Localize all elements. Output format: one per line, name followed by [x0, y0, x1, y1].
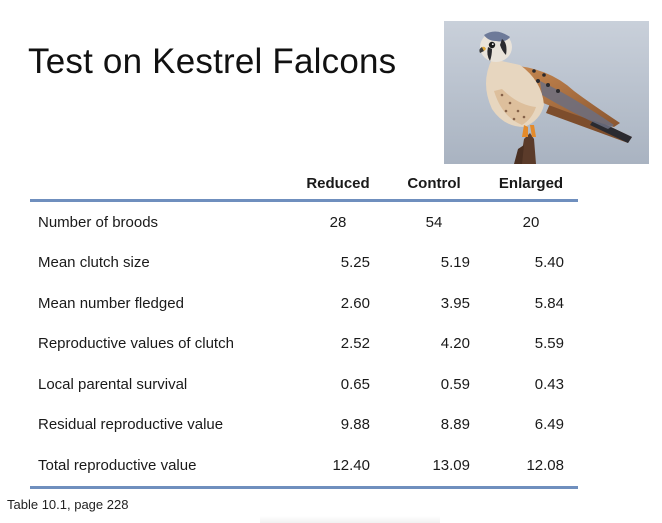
table-row: Reproductive values of clutch 2.52 4.20 … — [30, 324, 578, 365]
cell-control: 8.89 — [440, 416, 470, 434]
row-label: Total reproductive value — [30, 445, 292, 489]
cell-enlarged: 5.40 — [534, 254, 564, 272]
cell-reduced: 9.88 — [340, 416, 370, 434]
cell-reduced: 2.60 — [340, 294, 370, 312]
cell-reduced: 2.52 — [340, 335, 370, 353]
cell-enlarged: 6.49 — [534, 416, 564, 434]
table-row: Residual reproductive value 9.88 8.89 6.… — [30, 405, 578, 446]
table-row: Number of broods 28 54 20 — [30, 201, 578, 243]
row-label: Number of broods — [38, 213, 159, 231]
cell-control: 5.19 — [440, 254, 470, 272]
table-header-row: Reduced Control Enlarged — [30, 168, 578, 202]
cell-reduced: 28 — [329, 213, 347, 231]
row-label: Mean number fledged — [38, 294, 184, 312]
cell-enlarged: 12.08 — [484, 445, 578, 489]
bottom-edge-shadow — [260, 516, 440, 523]
row-label: Reproductive values of clutch — [38, 335, 234, 353]
table-row: Total reproductive value 12.40 13.09 12.… — [30, 445, 578, 489]
cell-reduced: 0.65 — [340, 375, 370, 393]
slide-title: Test on Kestrel Falcons — [28, 42, 397, 81]
table-row: Mean clutch size 5.25 5.19 5.40 — [30, 243, 578, 284]
cell-enlarged: 5.84 — [534, 294, 564, 312]
cell-enlarged: 0.43 — [534, 375, 564, 393]
row-label: Residual reproductive value — [38, 416, 224, 434]
cell-reduced: 5.25 — [340, 254, 370, 272]
cell-reduced: 12.40 — [292, 445, 384, 489]
data-table: Reduced Control Enlarged Number of brood… — [30, 168, 578, 489]
cell-control: 0.59 — [440, 375, 470, 393]
header-cell-empty — [30, 168, 292, 202]
header-control: Control — [384, 168, 484, 202]
table-row: Local parental survival 0.65 0.59 0.43 — [30, 364, 578, 405]
header-enlarged: Enlarged — [484, 168, 578, 202]
cell-control: 3.95 — [440, 294, 470, 312]
kestrel-illustration — [444, 21, 649, 164]
cell-control: 13.09 — [384, 445, 484, 489]
cell-enlarged: 20 — [522, 213, 540, 231]
cell-enlarged: 5.59 — [534, 335, 564, 353]
data-table-container: Reduced Control Enlarged Number of brood… — [30, 168, 578, 489]
cell-control: 4.20 — [440, 335, 470, 353]
row-label: Local parental survival — [38, 375, 188, 393]
kestrel-photo — [444, 21, 649, 164]
header-reduced: Reduced — [292, 168, 384, 202]
cell-control: 54 — [425, 213, 443, 231]
table-row: Mean number fledged 2.60 3.95 5.84 — [30, 283, 578, 324]
table-caption: Table 10.1, page 228 — [7, 497, 129, 512]
row-label: Mean clutch size — [38, 254, 150, 272]
